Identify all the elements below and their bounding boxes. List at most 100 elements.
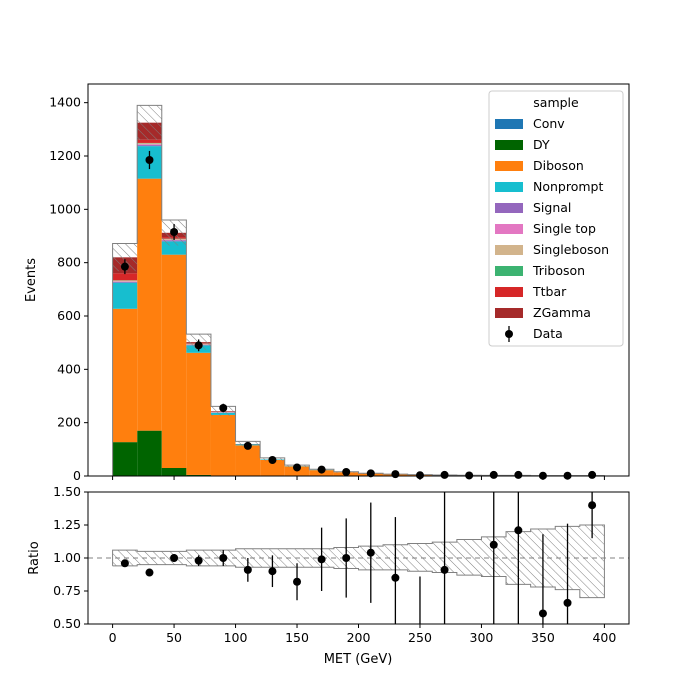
- data-point: [366, 469, 375, 478]
- legend-swatch: [495, 182, 523, 192]
- x-tick-label: 250: [408, 630, 432, 645]
- y-tick-label: 0: [73, 468, 81, 483]
- ratio-band-bin: [407, 543, 433, 572]
- y-tick-label: 1200: [49, 148, 81, 163]
- y-tick-label: 1.00: [53, 550, 81, 565]
- ratio-point: [243, 565, 252, 574]
- bar-single-top: [137, 144, 162, 146]
- data-point: [440, 470, 449, 479]
- data-point: [194, 341, 203, 350]
- main-x-ticks: [112, 476, 605, 480]
- y-tick-label: 1.50: [53, 484, 81, 499]
- ratio-panel: 0.50 0.75 1.00 1.25 1.50 0 50 100 150 200 250 300 3…: [27, 484, 630, 667]
- bar-diboson: [235, 445, 261, 476]
- bar-diboson: [112, 308, 138, 443]
- legend-swatch: [495, 224, 523, 234]
- legend-swatch: [495, 287, 523, 297]
- bar-diboson: [260, 460, 285, 476]
- bar-diboson: [186, 352, 211, 475]
- legend-title: sample: [533, 95, 579, 110]
- bar-nonprompt: [112, 282, 138, 309]
- x-axis-label: MET (GeV): [324, 652, 393, 667]
- ratio-point: [440, 565, 449, 574]
- data-point: [514, 470, 523, 479]
- ratio-point: [145, 568, 154, 577]
- legend-label: Data: [533, 326, 563, 341]
- data-point: [145, 156, 154, 164]
- y-tick-label: 1400: [49, 95, 81, 110]
- ratio-point: [391, 573, 400, 582]
- y-tick-label: 200: [57, 415, 81, 430]
- legend-label: Ttbar: [532, 284, 567, 299]
- y-tick-label: 1000: [49, 201, 81, 216]
- data-point: [317, 465, 326, 474]
- ratio-point: [514, 526, 523, 535]
- data-point: [293, 463, 302, 472]
- legend-swatch: [495, 245, 523, 255]
- ratio-point: [317, 555, 326, 564]
- x-tick-label: 400: [592, 630, 616, 645]
- y-tick-label: 0.50: [53, 616, 81, 631]
- legend-label: Single top: [533, 221, 596, 236]
- main-panel: 0 200 400 600 800 1000 1200 1400 Events sample C…: [24, 83, 630, 483]
- ratio-point: [293, 577, 302, 586]
- ratio-band-bin: [137, 551, 162, 565]
- y-tick-label: 600: [57, 308, 81, 323]
- ratio-uncertainty-band: [112, 524, 605, 599]
- bar-dy: [186, 474, 211, 476]
- data-point: [170, 228, 179, 236]
- y-tick-label: 1.25: [53, 517, 81, 532]
- x-tick-label: 200: [347, 630, 371, 645]
- data-point: [120, 262, 129, 271]
- ratio-point: [366, 548, 375, 557]
- y-tick-label: 0.75: [53, 583, 81, 598]
- bar-singleboson: [112, 280, 138, 282]
- legend-swatch: [495, 161, 523, 171]
- bar-ttbar: [112, 273, 138, 281]
- ratio-point: [268, 567, 277, 576]
- bar-signal: [112, 281, 138, 283]
- bar-dy: [137, 430, 162, 476]
- bar-dy: [161, 468, 187, 476]
- data-point: [391, 470, 400, 479]
- ratio-y-ticks: 0.50 0.75 1.00 1.25 1.50: [53, 484, 88, 631]
- y-tick-label: 400: [57, 361, 81, 376]
- bar-diboson: [210, 414, 236, 476]
- bar-diboson: [161, 254, 187, 468]
- ratio-point: [194, 556, 203, 565]
- legend-swatch: [495, 140, 523, 150]
- y-tick-label: 800: [57, 255, 81, 270]
- legend-label: Nonprompt: [533, 179, 603, 194]
- bar-singleboson: [137, 143, 162, 145]
- ratio-points: [120, 492, 597, 624]
- bar-ttbar: [137, 139, 162, 143]
- bar-dy: [112, 442, 138, 476]
- x-tick-label: 50: [166, 630, 182, 645]
- legend-label: Conv: [533, 116, 565, 131]
- x-tick-label: 350: [531, 630, 555, 645]
- stack-outline: [112, 104, 605, 477]
- data-point: [489, 470, 498, 479]
- legend-label: ZGamma: [533, 305, 591, 320]
- legend-swatch: [495, 119, 523, 129]
- legend-label: Triboson: [532, 263, 585, 278]
- legend-label: DY: [533, 137, 550, 152]
- data-point: [415, 471, 424, 480]
- ratio-point: [538, 609, 547, 618]
- ratio-point: [342, 554, 351, 562]
- legend: sample Conv DY Diboson Nonprompt Signal Single…: [488, 90, 624, 347]
- data-point: [465, 471, 474, 480]
- legend-box: [488, 90, 624, 347]
- stack-outline-step: [112, 104, 605, 477]
- ratio-point: [120, 559, 129, 568]
- ratio-point: [219, 554, 228, 562]
- data-point: [268, 456, 277, 464]
- ratio-point: [489, 540, 498, 549]
- ratio-point: [170, 554, 179, 562]
- data-point: [243, 441, 252, 450]
- bar-diboson: [137, 178, 162, 431]
- legend-label: Diboson: [533, 158, 584, 173]
- x-tick-label: 150: [285, 630, 309, 645]
- ratio-point: [588, 501, 597, 510]
